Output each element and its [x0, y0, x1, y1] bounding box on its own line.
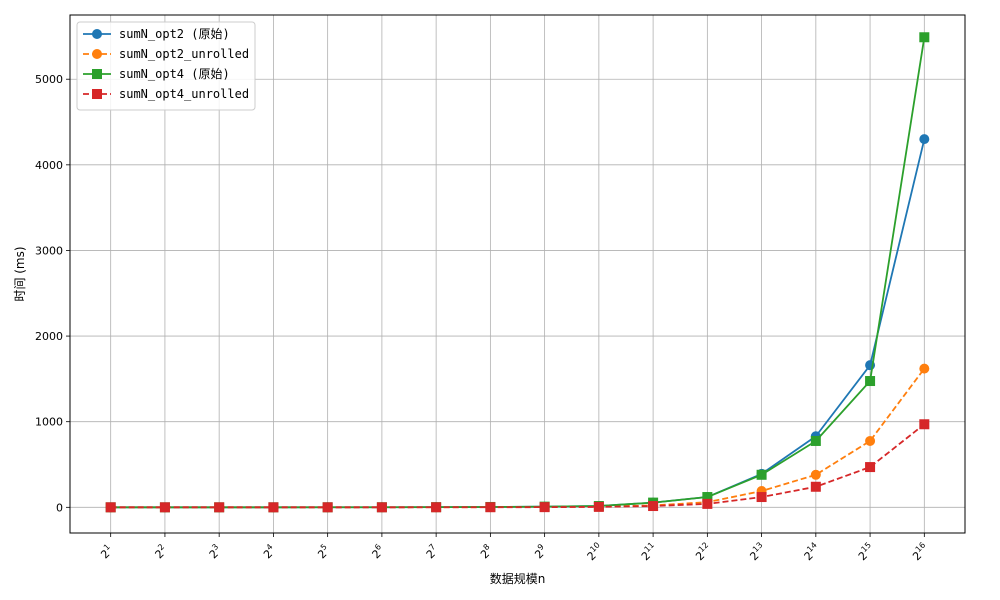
data-point: [159, 502, 170, 513]
y-tick-label: 2000: [35, 330, 63, 343]
x-tick-label: 29: [531, 542, 550, 561]
series-line: [110, 368, 926, 509]
series-line: [110, 138, 926, 509]
data-point: [322, 502, 333, 513]
data-point: [593, 501, 604, 512]
data-point: [865, 462, 876, 473]
legend-entry: sumN_opt2_unrolled: [83, 47, 249, 61]
legend-marker: [92, 69, 102, 79]
data-point: [919, 363, 930, 374]
series-group: [105, 363, 930, 513]
legend-marker: [92, 29, 102, 39]
x-tick-label: 210: [583, 540, 606, 563]
data-point: [702, 498, 713, 509]
legend-marker: [92, 49, 102, 59]
series-group: [105, 134, 930, 513]
data-point: [105, 502, 116, 513]
series-group: [105, 419, 930, 513]
x-tick-label: 22: [151, 542, 170, 561]
x-tick-label: 23: [205, 542, 224, 561]
legend-label: sumN_opt4 (原始): [119, 67, 230, 81]
x-tick-label: 26: [368, 542, 387, 561]
x-tick-label: 216: [909, 540, 932, 563]
series-layer: [105, 32, 930, 513]
data-point: [756, 469, 767, 480]
legend-label: sumN_opt2_unrolled: [119, 47, 249, 61]
x-tick-label: 21: [97, 542, 116, 561]
x-tick-label: 25: [314, 542, 333, 561]
x-tick-label: 215: [855, 540, 878, 563]
data-point: [214, 502, 225, 513]
y-tick-label: 3000: [35, 244, 63, 257]
y-tick-label: 5000: [35, 73, 63, 86]
legend: sumN_opt2 (原始) sumN_opt2_unrolled sumN_opt…: [76, 21, 256, 111]
y-axis-title: 时间 (ms): [13, 246, 27, 301]
x-tick-label: 28: [477, 542, 496, 561]
x-tick-label: 214: [800, 540, 823, 563]
data-point: [485, 502, 496, 513]
x-tick-label: 24: [260, 542, 279, 561]
legend-box: [76, 21, 256, 111]
legend-entry: sumN_opt2 (原始): [83, 27, 230, 41]
data-point: [919, 419, 930, 430]
legend-label: sumN_opt2 (原始): [119, 27, 230, 41]
y-tick-label: 0: [56, 501, 63, 514]
data-point: [810, 481, 821, 492]
data-point: [431, 502, 442, 513]
legend-label: sumN_opt4_unrolled: [119, 87, 249, 101]
data-point: [268, 502, 279, 513]
data-point: [810, 435, 821, 446]
y-tick-label: 1000: [35, 416, 63, 429]
data-point: [648, 501, 659, 512]
data-point: [865, 435, 876, 446]
x-tick-label: 211: [638, 540, 661, 563]
y-tick-label: 4000: [35, 159, 63, 172]
data-point: [376, 502, 387, 513]
data-point: [539, 502, 550, 513]
data-point: [919, 134, 930, 145]
series-line: [110, 423, 925, 509]
data-point: [919, 32, 930, 43]
legend-marker: [92, 89, 102, 99]
x-tick-label: 27: [422, 542, 441, 561]
x-axis-title: 数据规模n: [490, 571, 546, 586]
x-tick-label: 213: [746, 540, 769, 563]
plot-frame: [69, 14, 966, 534]
x-tick-label: 212: [692, 540, 715, 563]
data-point: [810, 469, 821, 480]
legend-entry: sumN_opt4_unrolled: [83, 87, 249, 101]
axis-ticks: 21 22 23 24 25 26 27 28 29 210 211 212 213 214 215 216 0…: [35, 73, 932, 563]
legend-entry: sumN_opt4 (原始): [83, 67, 230, 81]
data-point: [756, 492, 767, 503]
data-point: [865, 376, 876, 387]
